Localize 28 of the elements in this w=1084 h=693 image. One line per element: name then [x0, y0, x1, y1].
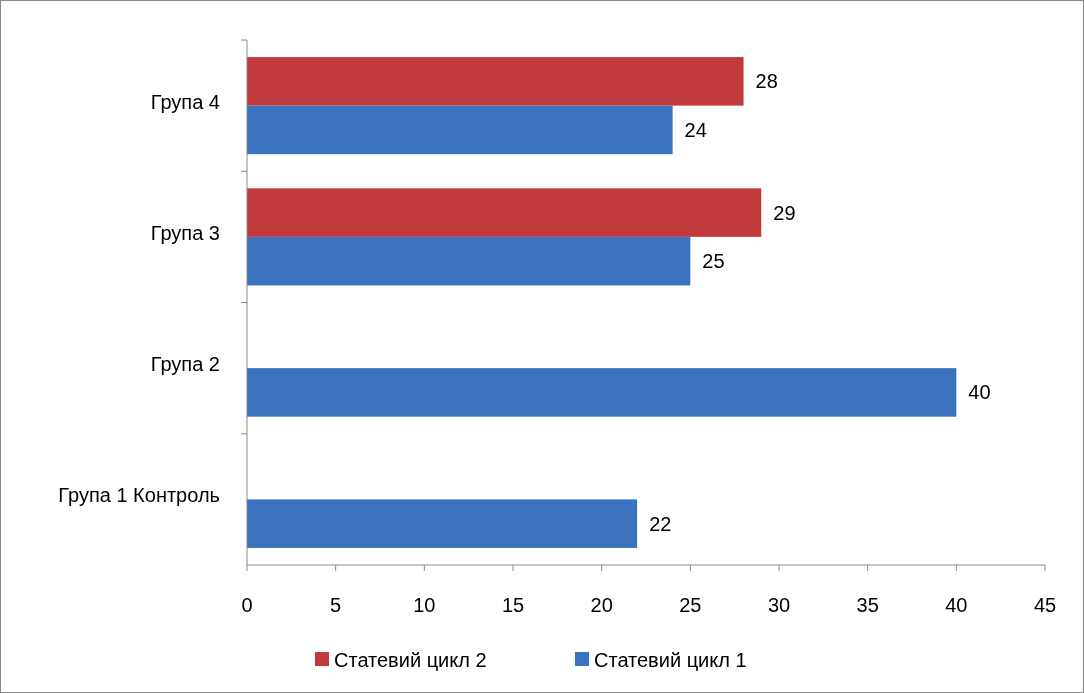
- bar: [247, 368, 957, 417]
- x-tick-label: 35: [856, 594, 879, 616]
- x-tick-label: 0: [241, 594, 253, 616]
- x-tick-label: 40: [945, 594, 968, 616]
- bar: [247, 57, 744, 106]
- bar: [247, 105, 673, 155]
- bar: [247, 236, 691, 286]
- x-tick-label: 30: [767, 594, 791, 616]
- data-label: 22: [649, 512, 672, 535]
- x-tick-label: 20: [590, 594, 613, 616]
- y-tick-label: Група 3: [150, 221, 220, 244]
- x-tick-label: 15: [501, 594, 525, 616]
- y-tick-label: Група 1 Контроль: [58, 484, 220, 507]
- data-label: 29: [773, 201, 796, 224]
- x-tick-label: 25: [679, 594, 702, 616]
- legend-label: Статевий цикл 2: [334, 649, 487, 671]
- data-label: 25: [702, 250, 725, 273]
- x-tick-label: 10: [413, 594, 436, 616]
- y-tick-label: Група 4: [150, 90, 220, 113]
- data-label: 40: [968, 381, 991, 404]
- data-label: 24: [684, 118, 707, 141]
- bar: [247, 188, 762, 237]
- bar: [247, 499, 638, 548]
- y-tick-label: Група 2: [150, 353, 220, 376]
- x-tick-label: 45: [1033, 594, 1057, 616]
- legend-label: Статевий цикл 1: [594, 649, 747, 671]
- x-tick-label: 5: [330, 594, 342, 616]
- data-label: 28: [755, 70, 778, 93]
